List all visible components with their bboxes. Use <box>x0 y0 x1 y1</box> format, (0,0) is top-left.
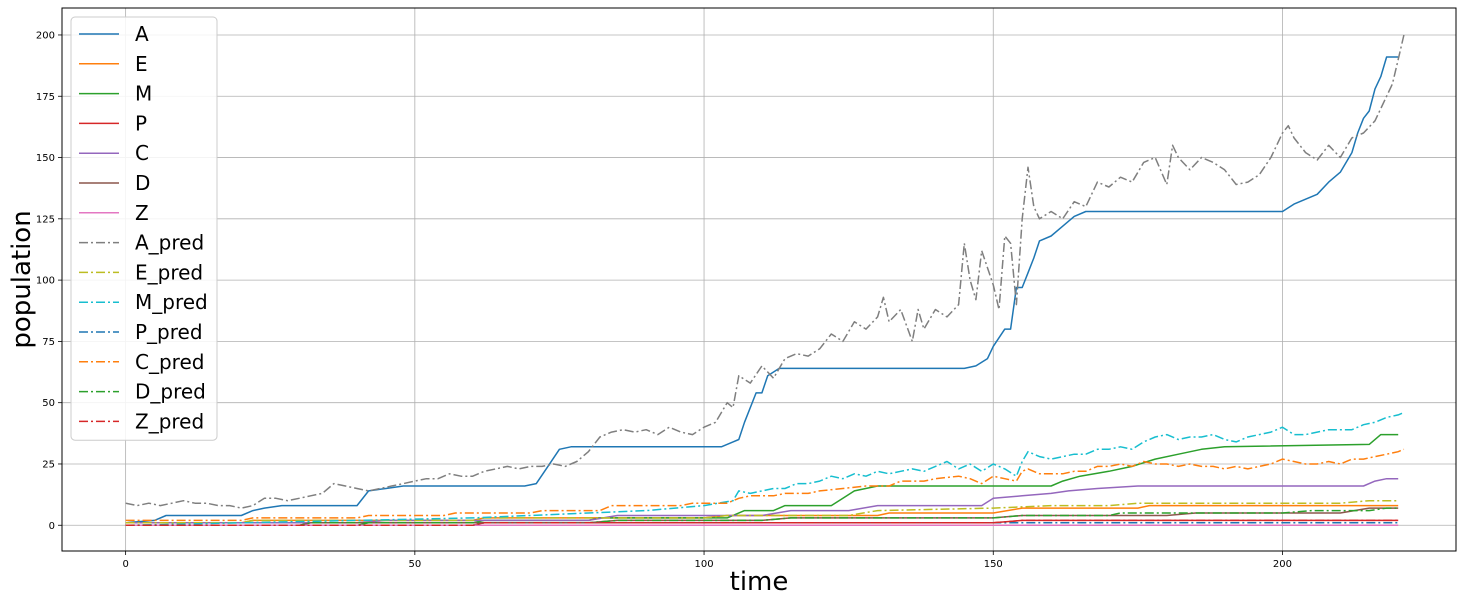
legend-entry-a-pred: A_pred <box>135 231 204 255</box>
y-tick-label: 0 <box>49 521 55 532</box>
x-tick-label: 0 <box>122 559 128 570</box>
y-tick-label: 175 <box>36 92 55 103</box>
plot-frame <box>61 7 1457 552</box>
series-line-e-pred <box>125 499 1399 524</box>
legend-entry-p: P <box>135 111 147 135</box>
series-line-m <box>125 433 1399 527</box>
series-line-d-pred <box>125 507 1399 527</box>
x-tick-label: 200 <box>1273 559 1292 570</box>
data-series <box>125 34 1405 527</box>
x-tick-label: 150 <box>984 559 1003 570</box>
legend-box <box>70 16 218 441</box>
legend-entry-z-pred: Z_pred <box>135 409 204 433</box>
grid-lines <box>62 8 1456 551</box>
legend-entry-z: Z <box>135 201 149 225</box>
legend-entry-c-pred: C_pred <box>135 350 204 374</box>
y-tick-label: 200 <box>36 30 55 41</box>
legend-entry-e: E <box>135 52 148 76</box>
y-tick-label: 150 <box>36 153 55 164</box>
legend-entry-m-pred: M_pred <box>135 290 208 314</box>
y-tick-label: 125 <box>36 214 55 225</box>
y-tick-label: 75 <box>42 337 55 348</box>
y-tick-label: 25 <box>42 459 55 470</box>
y-tick-label: 50 <box>42 398 55 409</box>
legend-entry-c: C <box>135 141 149 165</box>
legend-entry-p-pred: P_pred <box>135 320 203 344</box>
x-tick-label: 50 <box>408 559 421 570</box>
series-line-m-pred <box>125 411 1405 527</box>
y-tick-label: 100 <box>36 276 55 287</box>
series-line-c-pred <box>125 448 1405 522</box>
x-tick-label: 100 <box>695 559 714 570</box>
legend-entry-e-pred: E_pred <box>135 260 203 284</box>
legend-entry-d: D <box>135 171 150 195</box>
axis-ticks: 0 50 100 150 200 0 25 50 75 100 125 150 175 200 <box>36 30 1292 570</box>
series-line-a-pred <box>125 34 1405 509</box>
series-line-z-pred <box>125 519 1399 527</box>
series-line-c <box>125 477 1399 524</box>
legend-entry-m: M <box>135 82 152 106</box>
y-axis-label: population <box>7 210 37 348</box>
legend-entry-a: A <box>135 22 149 46</box>
series-line-e <box>125 504 1399 524</box>
x-axis-label: time <box>730 567 789 597</box>
legend-entry-d-pred: D_pred <box>135 380 206 404</box>
series-line-a <box>125 56 1399 524</box>
